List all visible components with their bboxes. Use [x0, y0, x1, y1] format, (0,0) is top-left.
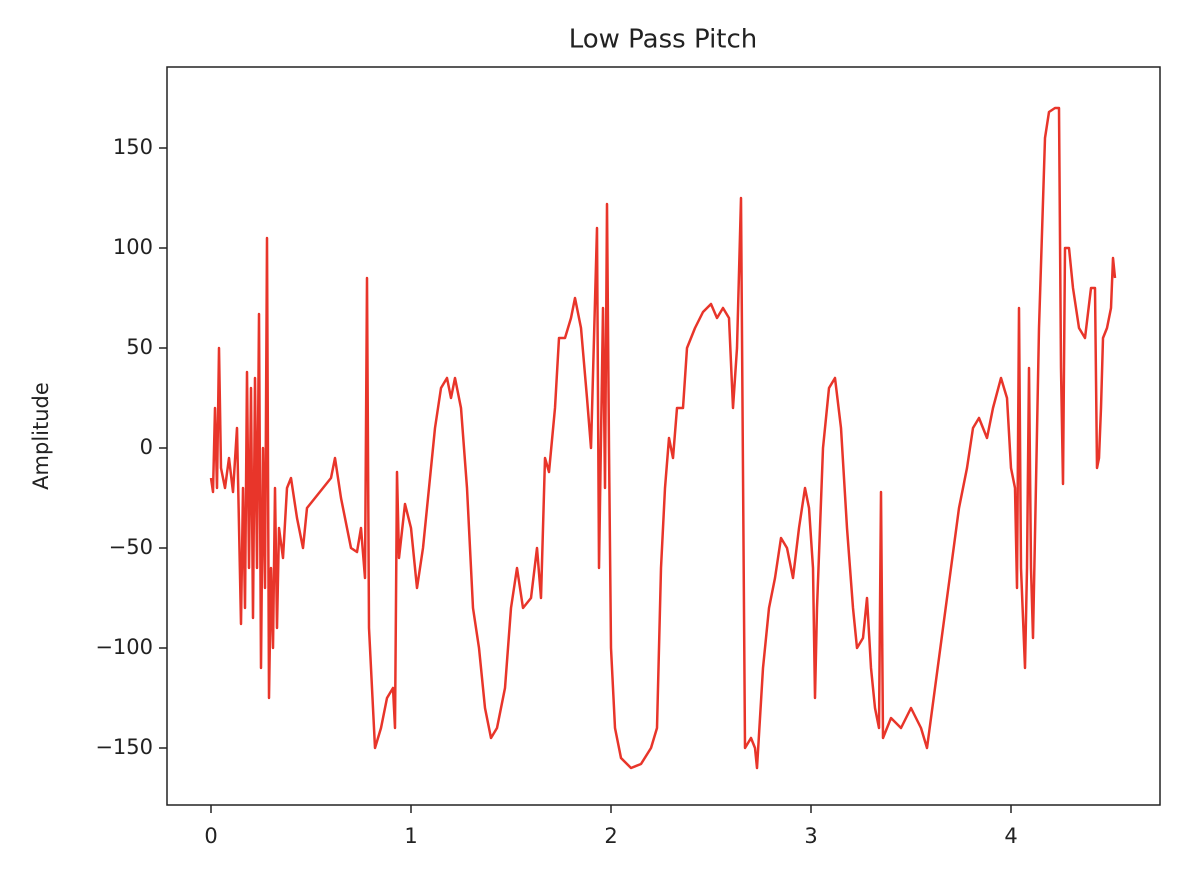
plot-frame [166, 66, 1161, 806]
y-tick-label: 50 [126, 335, 153, 359]
y-tick-label: −100 [95, 635, 153, 659]
data-line [209, 106, 1117, 770]
x-tick-label: 0 [204, 824, 217, 848]
y-tick-label: 100 [113, 235, 153, 259]
y-tick-label: 0 [140, 435, 153, 459]
x-tick-label: 1 [404, 824, 417, 848]
x-tick-label: 4 [1004, 824, 1017, 848]
chart-title: Low Pass Pitch [569, 25, 758, 55]
y-tick-label: −150 [95, 735, 153, 759]
y-axis-label: Amplitude [29, 382, 53, 490]
x-tick-label: 2 [604, 824, 617, 848]
x-tick-label: 3 [804, 824, 817, 848]
y-tick-label: −50 [109, 535, 153, 559]
y-tick-label: 150 [113, 135, 153, 159]
